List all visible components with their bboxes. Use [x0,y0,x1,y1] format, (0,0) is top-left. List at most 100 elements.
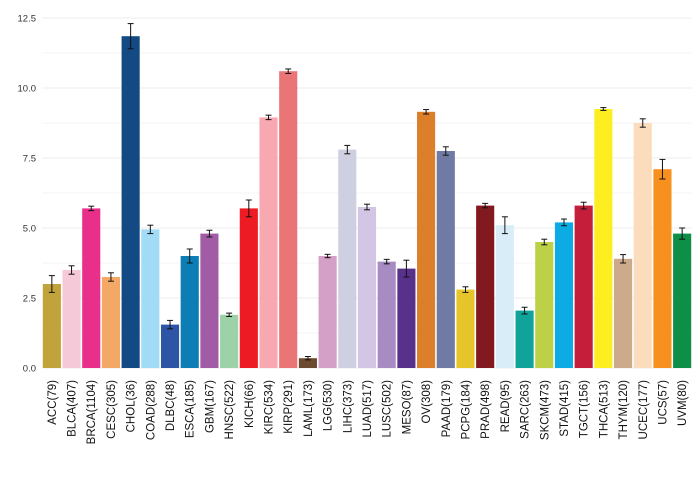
error-bar [659,158,666,180]
bar-laml [298,358,317,368]
x-category-label: READ(95) [500,380,512,433]
error-bar [186,248,193,264]
y-tick-label: 2.5 [23,294,36,305]
error-bar [88,205,95,212]
bar-chol [121,36,140,368]
x-axis-labels: ACC(79) BLCA(407) BRCA(1104) CESC(305) CHOL(… [47,380,689,445]
error-bar [679,227,686,240]
error-bar [462,286,469,293]
bar-read [495,225,514,368]
error-bar [206,229,213,238]
bar-lihc [338,149,357,368]
bar-prad [476,205,495,368]
error-bar [364,203,370,211]
bar-dlbc [160,324,180,368]
bar-gbm [200,233,219,368]
bar-kirp [279,71,298,368]
bar-stad [554,222,574,368]
x-category-label: ESCA(185) [185,380,197,438]
error-bar [423,109,430,115]
x-category-label: MESO(87) [401,380,413,434]
error-bar [324,253,331,259]
x-category-label: LGG(530) [323,380,335,431]
x-category-label: CHOL(36) [126,380,138,433]
error-bar [383,258,390,265]
bars [42,36,692,369]
y-tick-label: 5.0 [23,224,36,235]
x-category-label: THYM(120) [618,380,630,440]
bar-thym [614,258,633,368]
x-category-label: BLCA(407) [67,380,79,437]
bar-lgg [318,256,337,368]
error-bar [68,265,75,275]
x-category-label: UCS(57) [657,380,669,425]
y-axis-ticks: 0.0 2.5 5.0 7.5 10.0 12.5 [18,14,37,375]
x-category-label: HNSC(522) [224,380,236,440]
bar-pcpg [456,289,475,368]
x-category-label: KIRC(534) [264,380,276,434]
y-tick-label: 10.0 [18,84,37,95]
bar-lusc [377,261,396,368]
bar-paad [436,151,455,368]
x-category-label: PRAD(498) [480,380,492,439]
error-bar [147,224,154,235]
x-category-label: CESC(305) [106,380,118,439]
bar-uvm [673,233,692,368]
x-category-label: SKCM(473) [539,380,551,440]
error-bar [442,146,449,156]
bar-thca [594,109,613,368]
error-bar [639,118,646,128]
x-category-label: PAAD(179) [441,380,453,437]
x-category-label: PCPG(184) [460,380,472,440]
error-bar [482,202,489,209]
x-category-label: THCA(513) [598,380,610,438]
error-bar [265,114,272,121]
bar-tgct [574,205,593,368]
error-bar [600,107,607,111]
bar-brca [82,208,101,368]
x-category-label: DLBC(48) [165,380,177,431]
error-bar [541,238,548,246]
bar-acc [42,284,61,368]
x-category-label: LAML(173) [303,380,315,437]
x-category-label: BRCA(1104) [86,380,98,445]
x-category-label: LUSC(502) [382,380,394,438]
error-bar [344,144,351,155]
x-category-label: UCEC(177) [638,380,650,440]
error-bar [107,272,114,282]
y-tick-label: 0.0 [23,364,36,375]
error-bar [501,216,508,235]
bar-blca [62,270,81,368]
x-category-label: LUAD(517) [362,380,374,438]
y-tick-label: 12.5 [18,14,37,25]
error-bar [127,23,134,50]
error-bar [580,201,587,210]
x-category-label: SARC(263) [520,380,532,439]
x-category-label: TGCT(156) [579,380,591,438]
bar-kirc [259,117,278,369]
bar-coad [141,229,160,368]
x-category-label: LIHC(373) [342,380,354,433]
error-bar [560,218,567,227]
bar-sarc [515,310,534,368]
error-bar [521,306,528,315]
bar-esca [180,256,199,368]
x-category-label: STAD(415) [559,380,571,437]
error-bar [403,259,410,278]
x-category-label: KIRP(291) [283,380,295,434]
error-bar [167,319,174,330]
bar-ucs [653,169,672,368]
bar-cesc [101,277,120,368]
error-bar [48,275,55,293]
error-bar [226,312,233,317]
bar-kich [239,208,258,368]
bar-meso [397,268,416,368]
bar-ucec [633,123,652,368]
y-tick-label: 7.5 [23,154,36,165]
error-bar [285,68,292,74]
bar-skcm [535,242,554,368]
error-bar [245,199,252,218]
error-bar [304,356,311,361]
